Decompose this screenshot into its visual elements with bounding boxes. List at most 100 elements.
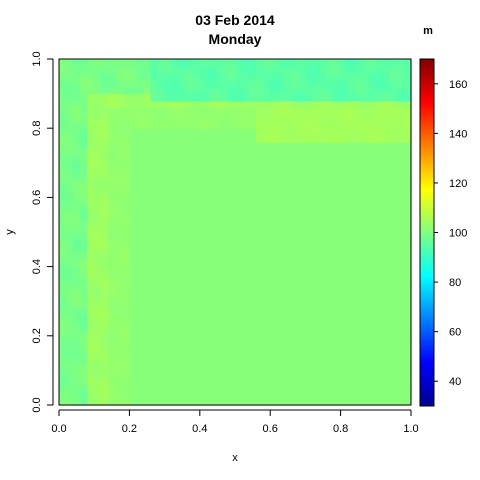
heatmap-cell [305, 294, 314, 302]
heatmap-cell [256, 135, 264, 143]
heatmap-cell [178, 176, 187, 185]
heatmap-cell [368, 121, 377, 129]
heatmap-cell [284, 218, 292, 226]
heatmap-cell [277, 398, 285, 406]
heatmap-cell [333, 232, 342, 240]
heatmap-cell [326, 128, 335, 136]
heatmap-cell [157, 59, 166, 67]
heatmap-cell [403, 384, 412, 392]
heatmap-cell [66, 169, 74, 178]
heatmap-cell [368, 363, 377, 371]
heatmap-cell [164, 232, 173, 240]
heatmap-cell [73, 280, 81, 288]
heatmap-cell [66, 238, 74, 247]
heatmap-cell [270, 121, 278, 129]
heatmap-cell [115, 128, 123, 136]
heatmap-cell [270, 321, 278, 330]
heatmap-cell [305, 225, 314, 233]
heatmap-cell [122, 142, 130, 150]
heatmap-cell [347, 155, 356, 164]
heatmap-cell [284, 162, 292, 171]
heatmap-cell [396, 384, 405, 392]
heatmap-cell [305, 356, 314, 365]
heatmap-cell [235, 335, 243, 344]
heatmap-cell [220, 377, 229, 385]
heatmap-cell [192, 238, 201, 247]
heatmap-cell [206, 183, 215, 192]
heatmap-cell [235, 308, 243, 316]
heatmap-cell [291, 370, 299, 378]
heatmap-cell [396, 128, 405, 136]
heatmap-cell [206, 65, 215, 74]
heatmap-cell [242, 398, 250, 406]
heatmap-cell [73, 121, 81, 129]
heatmap-cell [389, 321, 398, 330]
heatmap-cell [389, 204, 398, 212]
heatmap-cell [101, 148, 109, 157]
heatmap-cell [192, 349, 201, 358]
heatmap-cell [389, 266, 398, 275]
heatmap-cell [263, 266, 271, 275]
heatmap-cell [368, 218, 377, 226]
heatmap-cell [199, 107, 208, 115]
heatmap-cell [122, 218, 130, 226]
heatmap-cell [340, 398, 349, 406]
heatmap-cell [368, 148, 377, 157]
heatmap-cell [178, 148, 187, 157]
heatmap-cell [256, 79, 264, 88]
heatmap-cell [157, 176, 166, 185]
heatmap-cell [59, 238, 67, 247]
heatmap-cell [227, 294, 236, 302]
heatmap-cell [199, 370, 208, 378]
heatmap-cell [143, 72, 152, 81]
heatmap-cell [220, 148, 229, 157]
heatmap-cell [277, 183, 285, 192]
heatmap-cell [206, 238, 215, 247]
heatmap-cell [73, 148, 81, 157]
heatmap-cell [73, 183, 81, 192]
heatmap-cell [382, 391, 391, 399]
heatmap-cell [256, 232, 264, 240]
heatmap-cell [108, 93, 116, 102]
heatmap-cell [305, 377, 314, 385]
heatmap-cell [101, 280, 109, 288]
heatmap-cell [171, 370, 180, 378]
heatmap-cell [305, 183, 314, 192]
heatmap-cell [368, 128, 377, 136]
heatmap-cell [242, 162, 250, 171]
heatmap-cell [129, 252, 138, 261]
heatmap-cell [171, 65, 180, 74]
heatmap-cell [94, 190, 102, 198]
heatmap-cell [80, 349, 88, 358]
heatmap-cell [192, 86, 201, 95]
heatmap-cell [242, 142, 250, 150]
heatmap-cell [249, 315, 257, 323]
heatmap-cell [199, 377, 208, 385]
heatmap-cell [291, 391, 299, 399]
heatmap-cell [94, 245, 102, 254]
heatmap-cell [150, 377, 159, 385]
heatmap-cell [136, 176, 145, 185]
heatmap-cell [242, 86, 250, 95]
heatmap-cell [249, 377, 257, 385]
y-tick-label: 0.2 [31, 328, 43, 343]
heatmap-cell [340, 273, 349, 282]
heatmap-cell [192, 148, 201, 157]
heatmap-cell [263, 238, 271, 247]
heatmap-cell [101, 204, 109, 212]
heatmap-cell [227, 218, 236, 226]
heatmap-cell [277, 211, 285, 219]
heatmap-cell [73, 342, 81, 351]
heatmap-cell [150, 176, 159, 185]
heatmap-cell [333, 204, 342, 212]
heatmap-cell [403, 287, 412, 295]
heatmap-cell [347, 384, 356, 392]
heatmap-cell [389, 211, 398, 219]
heatmap-cell [340, 232, 349, 240]
heatmap-cell [389, 162, 398, 171]
heatmap-cell [312, 86, 321, 95]
heatmap-cell [206, 273, 215, 282]
heatmap-cell [319, 266, 328, 275]
heatmap-cell [185, 335, 194, 344]
heatmap-cell [270, 384, 278, 392]
